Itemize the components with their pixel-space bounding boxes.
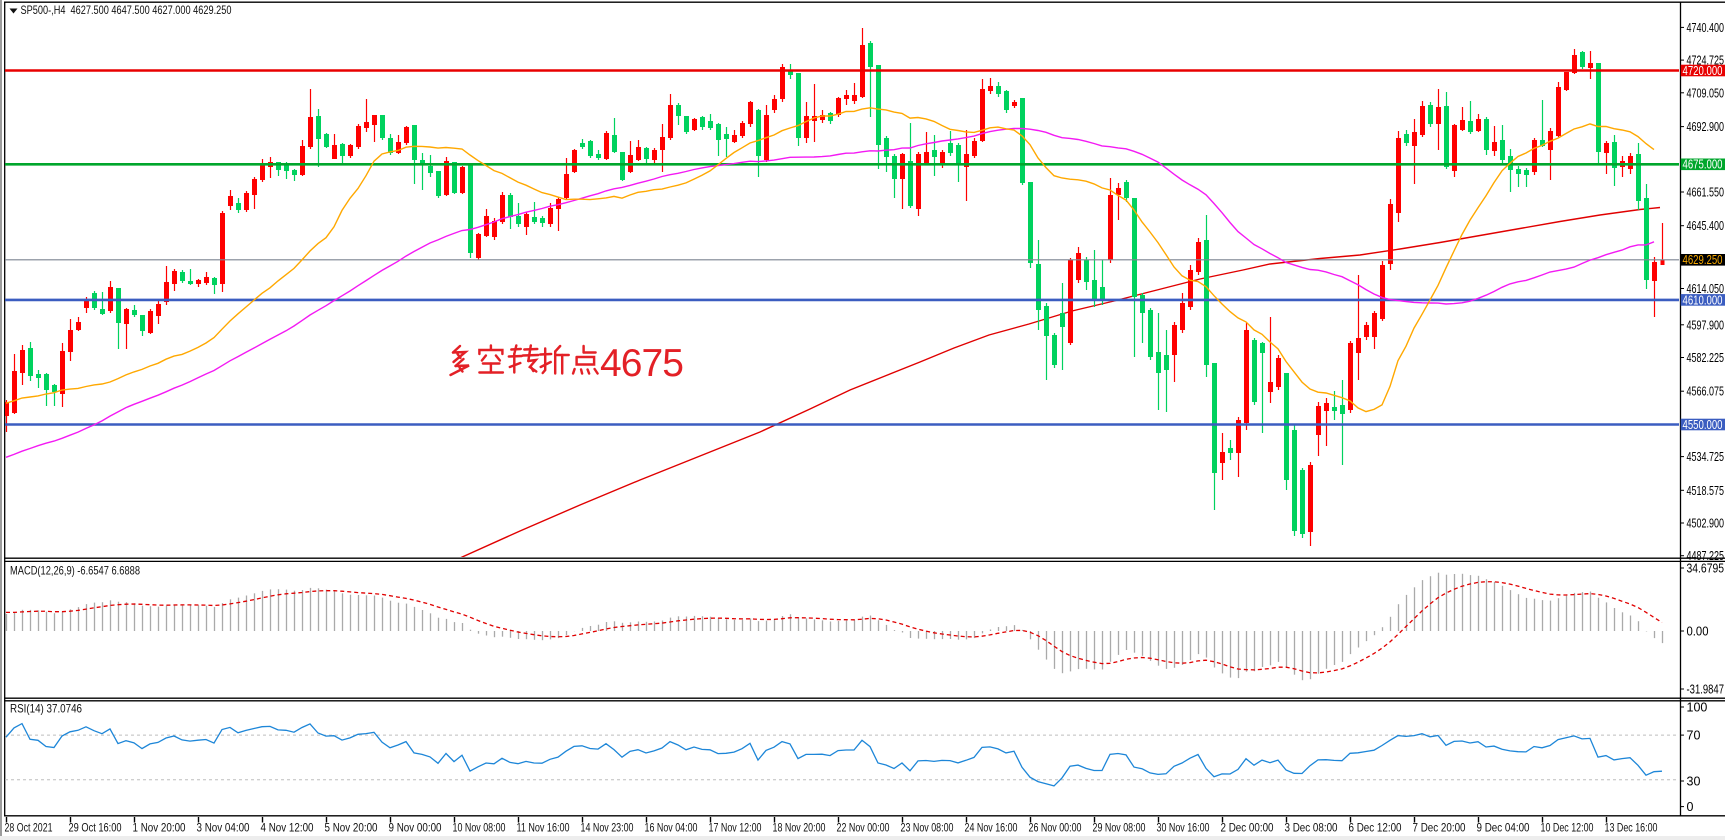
- svg-text:30 Nov 16:00: 30 Nov 16:00: [1157, 821, 1210, 835]
- svg-text:3 Dec 08:00: 3 Dec 08:00: [1285, 821, 1338, 835]
- svg-text:29 Oct 16:00: 29 Oct 16:00: [69, 821, 122, 835]
- svg-text:10 Nov 08:00: 10 Nov 08:00: [453, 821, 506, 835]
- svg-text:9 Dec 04:00: 9 Dec 04:00: [1477, 821, 1530, 835]
- svg-text:26 Nov 00:00: 26 Nov 00:00: [1029, 821, 1082, 835]
- svg-text:4724.725: 4724.725: [1687, 54, 1725, 68]
- svg-text:24 Nov 16:00: 24 Nov 16:00: [965, 821, 1018, 835]
- svg-text:6 Dec 12:00: 6 Dec 12:00: [1349, 821, 1402, 835]
- svg-text:-31.9847: -31.9847: [1687, 683, 1725, 697]
- svg-text:4610.000: 4610.000: [1683, 293, 1723, 307]
- svg-text:4534.725: 4534.725: [1687, 450, 1725, 464]
- svg-text:4582.225: 4582.225: [1687, 351, 1725, 365]
- svg-text:17 Nov 12:00: 17 Nov 12:00: [709, 821, 762, 835]
- svg-text:2 Dec 00:00: 2 Dec 00:00: [1221, 821, 1274, 835]
- svg-text:4692.900: 4692.900: [1687, 120, 1725, 134]
- svg-text:4720.000: 4720.000: [1683, 64, 1723, 78]
- svg-text:23 Nov 08:00: 23 Nov 08:00: [901, 821, 954, 835]
- svg-text:4740.400: 4740.400: [1687, 21, 1725, 35]
- svg-text:5 Nov 20:00: 5 Nov 20:00: [325, 821, 378, 835]
- svg-text:4709.050: 4709.050: [1687, 86, 1725, 100]
- svg-text:4518.575: 4518.575: [1687, 484, 1725, 498]
- svg-text:0: 0: [1687, 800, 1694, 814]
- svg-text:10 Dec 12:00: 10 Dec 12:00: [1541, 821, 1594, 835]
- svg-text:4629.250: 4629.250: [1683, 253, 1723, 267]
- svg-text:3 Nov 04:00: 3 Nov 04:00: [197, 821, 250, 835]
- svg-text:4597.900: 4597.900: [1687, 318, 1725, 332]
- svg-text:4675.000: 4675.000: [1683, 158, 1723, 172]
- svg-text:4645.400: 4645.400: [1687, 219, 1725, 233]
- svg-text:18 Nov 20:00: 18 Nov 20:00: [773, 821, 826, 835]
- svg-text:4675: 4675: [600, 342, 684, 385]
- svg-text:4614.050: 4614.050: [1687, 282, 1725, 296]
- svg-text:4566.075: 4566.075: [1687, 385, 1725, 399]
- svg-text:11 Nov 16:00: 11 Nov 16:00: [517, 821, 570, 835]
- svg-text:30: 30: [1687, 775, 1701, 789]
- svg-text:22 Nov 00:00: 22 Nov 00:00: [837, 821, 890, 835]
- svg-text:4661.550: 4661.550: [1687, 186, 1725, 200]
- svg-text:4502.900: 4502.900: [1687, 517, 1725, 531]
- svg-text:RSI(14) 37.0746: RSI(14) 37.0746: [10, 702, 82, 716]
- svg-text:14 Nov 23:00: 14 Nov 23:00: [581, 821, 634, 835]
- svg-text:29 Nov 08:00: 29 Nov 08:00: [1093, 821, 1146, 835]
- svg-text:13 Dec 16:00: 13 Dec 16:00: [1605, 821, 1658, 835]
- svg-text:70: 70: [1687, 729, 1701, 743]
- svg-text:4550.000: 4550.000: [1683, 418, 1723, 432]
- svg-text:MACD(12,26,9) -6.6547 6.6888: MACD(12,26,9) -6.6547 6.6888: [10, 564, 140, 578]
- svg-text:7 Dec 20:00: 7 Dec 20:00: [1413, 821, 1466, 835]
- svg-text:100: 100: [1687, 701, 1708, 715]
- svg-text:16 Nov 04:00: 16 Nov 04:00: [645, 821, 698, 835]
- svg-text:1 Nov 20:00: 1 Nov 20:00: [133, 821, 186, 835]
- svg-text:SP500-,H4 4627.500 4647.500 4: SP500-,H4 4627.500 4647.500 4627.000 462…: [21, 3, 232, 17]
- svg-text:4 Nov 12:00: 4 Nov 12:00: [261, 821, 314, 835]
- svg-text:34.6795: 34.6795: [1687, 562, 1725, 576]
- svg-text:9 Nov 00:00: 9 Nov 00:00: [389, 821, 442, 835]
- svg-text:4487.225: 4487.225: [1687, 549, 1725, 563]
- svg-text:0.00: 0.00: [1687, 625, 1709, 639]
- svg-text:28 Oct 2021: 28 Oct 2021: [5, 821, 53, 835]
